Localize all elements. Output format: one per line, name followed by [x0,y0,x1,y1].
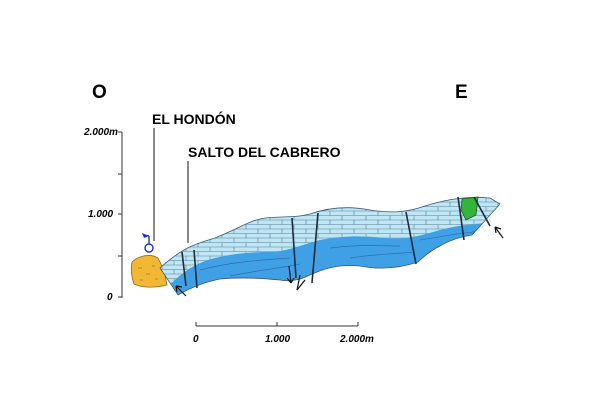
fault-line [405,211,417,265]
fault-line [291,217,297,279]
arrow-down-icon [296,274,306,291]
orange-unit [131,255,168,288]
faults [181,196,491,289]
place-label-el-hondon: EL HONDÓN [152,110,236,127]
west-label: O [92,82,107,103]
y-tick-label: 0 [107,292,113,303]
fault-line [181,251,187,287]
fault-line [311,212,319,284]
fault-line [473,196,491,227]
east-label: E [455,82,468,103]
arrow-up-icon [175,285,187,297]
arrow-up-icon [494,226,504,239]
y-tick-label: 1.000 [88,209,113,220]
orange-unit-texture [138,265,158,281]
y-tick-label: 2.000m [83,127,118,138]
vertical-axis: 2.000m 1.000 0 [83,127,123,303]
green-unit [460,196,479,221]
fault-line [193,249,198,289]
x-tick-label: 1.000 [265,334,290,345]
x-tick-label: 2.000m [339,334,374,345]
section-outline [159,196,501,296]
place-label-salto-del-cabrero: SALTO DEL CABRERO [188,144,341,160]
arrow-down-icon [286,265,295,284]
x-tick-label: 0 [193,334,199,345]
fault-arrows [175,226,504,297]
spring-marker-icon [142,233,154,253]
horizontal-scale: 0 1.000 2.000m [193,322,374,345]
lower-limestone-bedding [199,229,496,277]
fault-line [457,196,465,241]
